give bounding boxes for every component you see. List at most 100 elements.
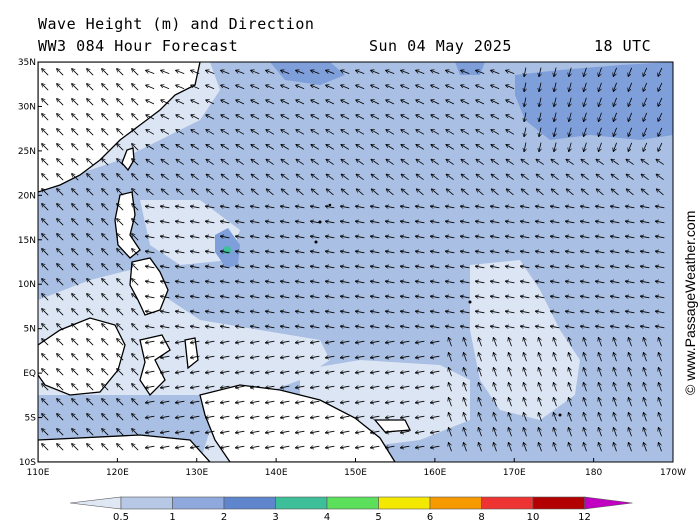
direction-arrow [72,129,79,136]
direction-arrow [554,383,557,392]
direction-arrow [176,446,185,448]
direction-arrow [628,67,633,76]
direction-arrow [596,311,605,313]
direction-arrow [371,145,380,150]
direction-arrow [57,339,64,346]
direction-arrow [312,189,319,196]
forecast-time: 18 UTC [594,37,652,55]
direction-arrow [281,85,290,90]
direction-arrow [117,309,124,316]
direction-arrow [341,145,350,150]
direction-arrow [281,159,289,165]
direction-arrow [494,353,497,362]
direction-arrow [641,159,649,165]
direction-arrow [326,174,334,181]
direction-arrow [539,142,541,152]
direction-arrow [281,130,290,135]
direction-arrow [479,353,482,362]
direction-arrows [42,67,665,452]
direction-arrow [642,189,649,196]
direction-arrow [311,416,320,418]
direction-arrow [132,204,139,211]
direction-arrow [461,130,470,135]
direction-arrow [476,266,485,268]
map-field [38,62,673,462]
direction-arrow [117,339,124,346]
direction-arrow [461,70,470,74]
direction-arrow [628,112,633,121]
direction-arrow [357,189,364,196]
direction-arrow [206,311,215,313]
direction-arrow [461,251,470,253]
direction-arrow [476,100,485,105]
direction-arrow [596,221,605,223]
direction-arrow [102,384,109,391]
direction-arrow [87,129,94,136]
direction-arrow [626,296,635,298]
direction-arrow [146,326,155,328]
direction-arrow [554,112,556,122]
direction-arrow [341,251,350,253]
direction-arrow [191,221,200,223]
direction-arrow [342,189,349,196]
direction-arrow [236,431,245,433]
legend-label: 6 [427,512,433,523]
direction-arrow [87,249,94,256]
direction-arrow [581,159,589,165]
direction-arrow [236,416,245,418]
direction-arrow [491,159,499,165]
direction-arrow [296,296,305,298]
direction-arrow [644,353,647,362]
direction-arrow [42,399,49,406]
direction-arrow [614,353,617,362]
direction-arrow [72,429,79,436]
direction-arrow [146,115,155,120]
direction-arrow [643,142,648,151]
direction-arrow [42,369,49,376]
direction-arrow [599,413,602,422]
direction-arrow [584,398,587,407]
direction-arrow [659,368,662,377]
direction-arrow [266,386,275,388]
direction-arrow [506,311,515,313]
direction-arrow [57,324,64,331]
direction-arrow [567,189,574,196]
direction-arrow [551,159,559,165]
direction-arrow [251,130,260,135]
direction-arrow [326,85,335,90]
direction-arrow [536,159,544,165]
direction-arrow [401,326,410,328]
direction-arrow [372,189,379,196]
direction-arrow [539,127,541,137]
direction-arrow [281,356,290,358]
direction-arrow [146,356,155,358]
direction-arrow [161,174,169,181]
direction-arrow [296,401,305,403]
direction-arrow [72,384,79,391]
direction-arrow [266,416,275,418]
direction-arrow [326,386,335,388]
direction-arrow [132,264,139,271]
direction-arrow [656,266,665,268]
direction-arrow [416,100,425,105]
direction-arrow [326,206,335,208]
direction-arrow [506,281,515,283]
direction-arrow [449,368,452,377]
direction-arrow [132,69,139,76]
direction-arrow [117,129,124,136]
direction-arrow [641,251,650,253]
direction-arrow [569,82,571,92]
direction-arrow [191,401,200,403]
direction-arrow [236,356,245,358]
direction-arrow [206,401,215,403]
direction-arrow [176,356,185,358]
direction-arrow [386,174,394,181]
direction-arrow [206,145,215,150]
direction-arrow [87,414,94,421]
direction-arrow [72,294,79,301]
direction-arrow [356,446,365,448]
direction-arrow [102,234,109,241]
direction-arrow [42,189,49,196]
legend-swatch [326,496,379,510]
direction-arrow [611,296,620,298]
